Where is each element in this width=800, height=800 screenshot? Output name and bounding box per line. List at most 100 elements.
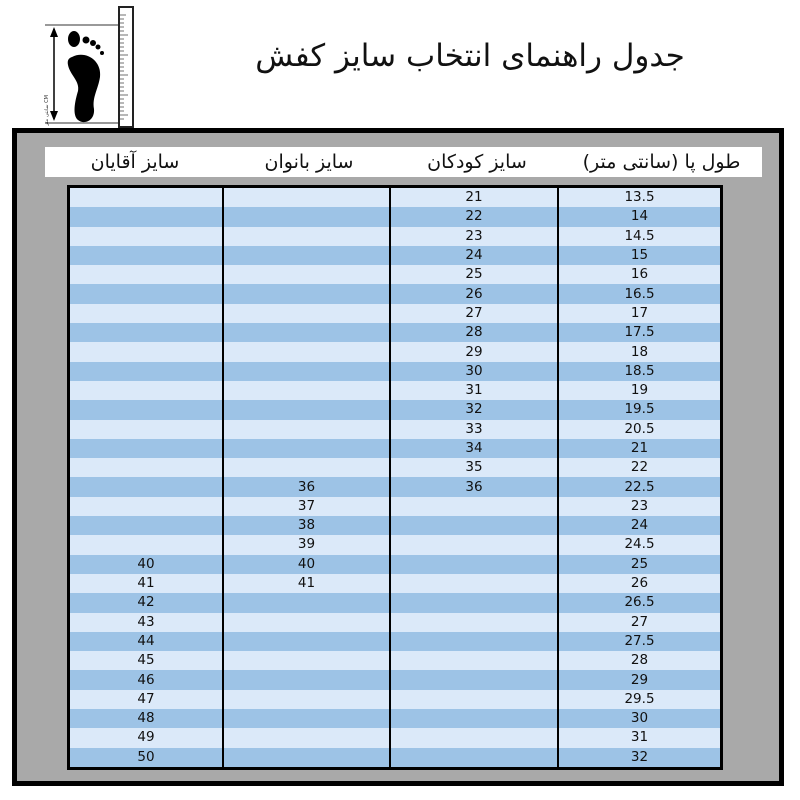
kids-size-cell: 21 [389, 186, 559, 208]
table-row: 34 21 [67, 438, 723, 459]
table-row: 21 13.5 [67, 186, 723, 208]
men-size-cell: 40 [67, 554, 224, 574]
icon-label: CM سانتی متر [44, 95, 50, 127]
table-row: 35 22 [67, 458, 723, 478]
kids-size-cell [389, 689, 559, 710]
kids-size-cell [389, 516, 559, 536]
kids-size-cell: 34 [389, 438, 559, 459]
women-size-cell [222, 670, 391, 690]
table-row: 42 26.5 [67, 593, 723, 613]
women-size-cell: 40 [222, 554, 391, 574]
foot-length-cell: 26 [557, 573, 723, 594]
women-size-cell [222, 265, 391, 285]
table-row: 26 16.5 [67, 284, 723, 304]
foot-length-cell: 18 [557, 342, 723, 362]
table-row: 39 24.5 [67, 535, 723, 555]
kids-size-cell: 33 [389, 419, 559, 439]
women-size-cell: 37 [222, 496, 391, 517]
foot-length-cell: 24.5 [557, 535, 723, 555]
foot-length-cell: 32 [557, 747, 723, 769]
men-size-cell: 46 [67, 670, 224, 690]
men-size-cell [67, 380, 224, 401]
men-size-cell [67, 477, 224, 497]
table-row: 50 32 [67, 747, 723, 769]
table-row: 32 19.5 [67, 400, 723, 420]
men-size-cell [67, 226, 224, 246]
foot-length-cell: 14 [557, 207, 723, 227]
women-size-cell [222, 593, 391, 613]
women-size-cell [222, 342, 391, 362]
foot-length-cell: 20.5 [557, 419, 723, 439]
men-size-cell [67, 419, 224, 439]
foot-length-cell: 17.5 [557, 323, 723, 343]
kids-size-cell: 22 [389, 207, 559, 227]
kids-size-cell [389, 612, 559, 632]
foot-length-cell: 18.5 [557, 361, 723, 381]
foot-length-cell: 26.5 [557, 593, 723, 613]
table-row: 36 36 22.5 [67, 477, 723, 497]
men-size-cell: 43 [67, 612, 224, 632]
men-size-cell [67, 342, 224, 362]
foot-length-cell: 24 [557, 516, 723, 536]
table-row: 37 23 [67, 496, 723, 517]
table-header: سایز آقایان سایز بانوان سایز کودکان طول … [45, 147, 762, 177]
women-size-cell [222, 651, 391, 671]
foot-length-cell: 22 [557, 458, 723, 478]
kids-size-cell [389, 496, 559, 517]
kids-size-cell: 35 [389, 458, 559, 478]
table-row: 22 14 [67, 207, 723, 227]
women-size-cell [222, 419, 391, 439]
kids-size-cell [389, 728, 559, 748]
foot-length-cell: 22.5 [557, 477, 723, 497]
women-size-cell [222, 728, 391, 748]
foot-length-cell: 27 [557, 612, 723, 632]
header-kids-size: سایز کودکان [427, 151, 527, 173]
women-size-cell [222, 245, 391, 266]
men-size-cell [67, 303, 224, 324]
table-row: 47 29.5 [67, 689, 723, 710]
foot-length-cell: 23 [557, 496, 723, 517]
kids-size-cell: 36 [389, 477, 559, 497]
table-row: 46 29 [67, 670, 723, 690]
women-size-cell [222, 226, 391, 246]
men-size-cell: 44 [67, 631, 224, 652]
women-size-cell [222, 380, 391, 401]
women-size-cell [222, 747, 391, 769]
table-row: 30 18.5 [67, 361, 723, 381]
kids-size-cell [389, 709, 559, 729]
foot-length-cell: 29 [557, 670, 723, 690]
men-size-cell: 48 [67, 709, 224, 729]
table-row: 48 30 [67, 709, 723, 729]
kids-size-cell: 24 [389, 245, 559, 266]
women-size-cell [222, 689, 391, 710]
foot-length-cell: 28 [557, 651, 723, 671]
men-size-cell [67, 245, 224, 266]
kids-size-cell: 26 [389, 284, 559, 304]
table-row: 43 27 [67, 612, 723, 632]
foot-length-cell: 30 [557, 709, 723, 729]
women-size-cell: 36 [222, 477, 391, 497]
women-size-cell [222, 709, 391, 729]
men-size-cell [67, 516, 224, 536]
women-size-cell [222, 361, 391, 381]
men-size-cell: 49 [67, 728, 224, 748]
women-size-cell [222, 186, 391, 208]
men-size-cell [67, 284, 224, 304]
men-size-cell: 42 [67, 593, 224, 613]
kids-size-cell: 25 [389, 265, 559, 285]
men-size-cell [67, 438, 224, 459]
women-size-cell [222, 207, 391, 227]
table-row: 45 28 [67, 651, 723, 671]
kids-size-cell: 27 [389, 303, 559, 324]
foot-length-cell: 16 [557, 265, 723, 285]
table-row: 27 17 [67, 303, 723, 324]
table-row: 29 18 [67, 342, 723, 362]
header-foot-length: طول پا (سانتی متر) [582, 151, 741, 173]
men-size-cell: 50 [67, 747, 224, 769]
kids-size-cell [389, 670, 559, 690]
table-row: 23 14.5 [67, 226, 723, 246]
women-size-cell: 38 [222, 516, 391, 536]
table-row: 31 19 [67, 380, 723, 401]
foot-length-cell: 13.5 [557, 186, 723, 208]
foot-length-cell: 25 [557, 554, 723, 574]
